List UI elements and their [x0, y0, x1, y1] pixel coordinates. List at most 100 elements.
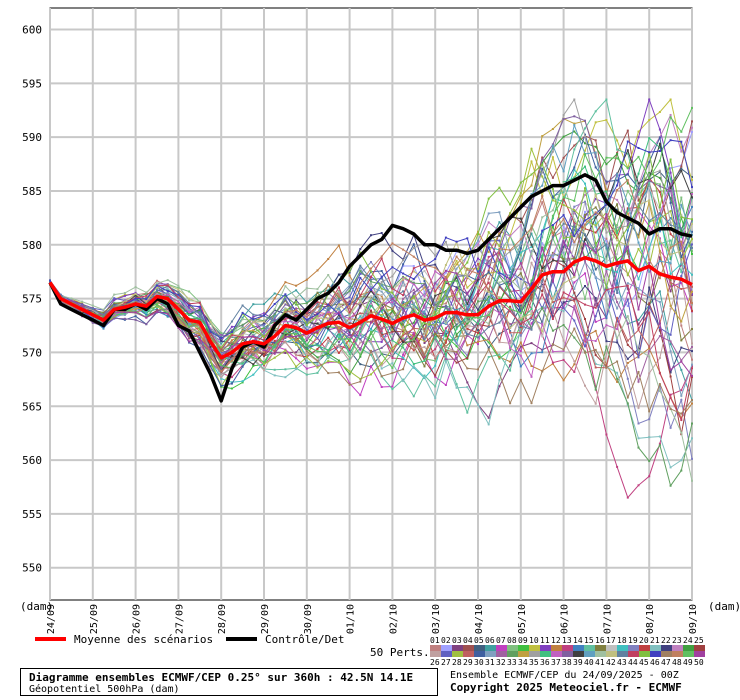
perturbation-point [423, 322, 426, 325]
perturbation-point [284, 352, 287, 354]
perturbation-point [680, 469, 683, 472]
pert-swatch [584, 651, 595, 657]
perturbation-point [434, 301, 437, 304]
perturbation-point [316, 301, 319, 303]
perturbation-point [209, 319, 212, 322]
perturbation-point [391, 330, 394, 333]
perturbation-point [626, 173, 629, 176]
perturbation-point [519, 365, 522, 368]
perturbation-point [423, 356, 426, 359]
perturbation-point [434, 327, 437, 330]
perturbation-point [455, 293, 458, 296]
perturbation-point [241, 323, 244, 326]
perturbation-point [626, 249, 629, 252]
perturbation-point [466, 261, 469, 264]
perturbation-point [198, 346, 201, 349]
perturbation-point [273, 368, 276, 371]
pert-swatch [694, 651, 705, 657]
perturbation-point [337, 299, 340, 302]
perturbation-point [541, 307, 544, 309]
perturbation-point [370, 365, 372, 368]
perturbation-point [637, 208, 640, 211]
x-tick-label: 05/10 [517, 604, 528, 634]
perturbation-point [626, 367, 629, 370]
perturbation-point [637, 199, 640, 202]
perturbation-point [498, 271, 501, 274]
perturbation-point [691, 230, 693, 233]
perturbation-point [680, 204, 683, 207]
perturbation-point [616, 139, 619, 142]
perturbation-point [680, 320, 683, 323]
perturbation-point [573, 319, 576, 322]
perturbation-point [316, 366, 319, 369]
perturbation-point [487, 243, 490, 246]
perturbation-point [519, 181, 522, 184]
perturbation-point [669, 304, 672, 307]
perturbation-point [81, 300, 84, 303]
perturbation-point [680, 260, 683, 263]
perturbation-point [498, 273, 501, 276]
perturbation-point [498, 270, 501, 273]
perturbation-point [444, 302, 447, 305]
perturbation-point [166, 314, 169, 317]
perturbation-point [391, 326, 394, 329]
perturbation-point [573, 130, 576, 133]
perturbation-point [605, 270, 608, 273]
perturbation-point [626, 322, 629, 325]
perturbation-point [691, 246, 693, 249]
perturbation-point [594, 366, 597, 369]
perturbation-point [669, 273, 672, 275]
perturbation-point [616, 152, 619, 155]
perturbation-point [658, 442, 661, 445]
perturbation-point [177, 304, 180, 307]
perturbation-point [263, 333, 265, 336]
perturbation-point [616, 203, 619, 206]
perturbation-point [444, 341, 447, 344]
perturbation-point [113, 316, 116, 319]
perturbation-point [380, 305, 383, 308]
perturbation-point [584, 298, 586, 300]
perturbation-point [637, 136, 640, 139]
perturbation-point [691, 186, 693, 189]
perturbation-point [295, 342, 298, 345]
perturbation-point [637, 437, 640, 440]
perturbation-point [637, 211, 640, 214]
perturbation-point [594, 110, 597, 113]
perturbation-point [605, 345, 608, 348]
perturbation-point [477, 292, 479, 295]
perturbation-point [391, 372, 394, 375]
perturbation-point [541, 267, 544, 270]
perturbation-point [263, 340, 265, 343]
perturbation-point [573, 148, 576, 151]
perturbation-point [637, 193, 640, 196]
perturbation-point [584, 233, 586, 236]
perturbation-point [241, 339, 244, 342]
perturbation-point [626, 189, 629, 192]
perturbation-point [327, 318, 330, 321]
perturbation-point [263, 324, 265, 327]
perturbation-point [551, 312, 554, 315]
perturbation-point [412, 336, 415, 339]
perturbation-point [113, 313, 116, 316]
perturbation-point [658, 212, 661, 215]
perturbation-point [498, 285, 501, 288]
perturbation-point [487, 423, 490, 426]
perturbation-point [241, 350, 244, 353]
perturbation-point [273, 350, 276, 353]
perturbation-point [327, 352, 330, 355]
perturbation-point [573, 212, 576, 215]
perturbation-point [316, 342, 319, 345]
perturbation-point [123, 303, 126, 306]
perturbation-point [455, 273, 458, 276]
perturbation-point [562, 258, 565, 261]
perturbation-point [316, 364, 319, 367]
perturbation-point [530, 203, 533, 206]
perturbation-point [573, 222, 576, 225]
perturbation-point [487, 266, 490, 269]
perturbation-point [680, 227, 683, 230]
perturbation-point [263, 332, 265, 335]
perturbation-point [573, 281, 576, 284]
pert-swatch [617, 651, 628, 657]
perturbation-point [305, 311, 308, 314]
perturbation-point [573, 124, 576, 127]
